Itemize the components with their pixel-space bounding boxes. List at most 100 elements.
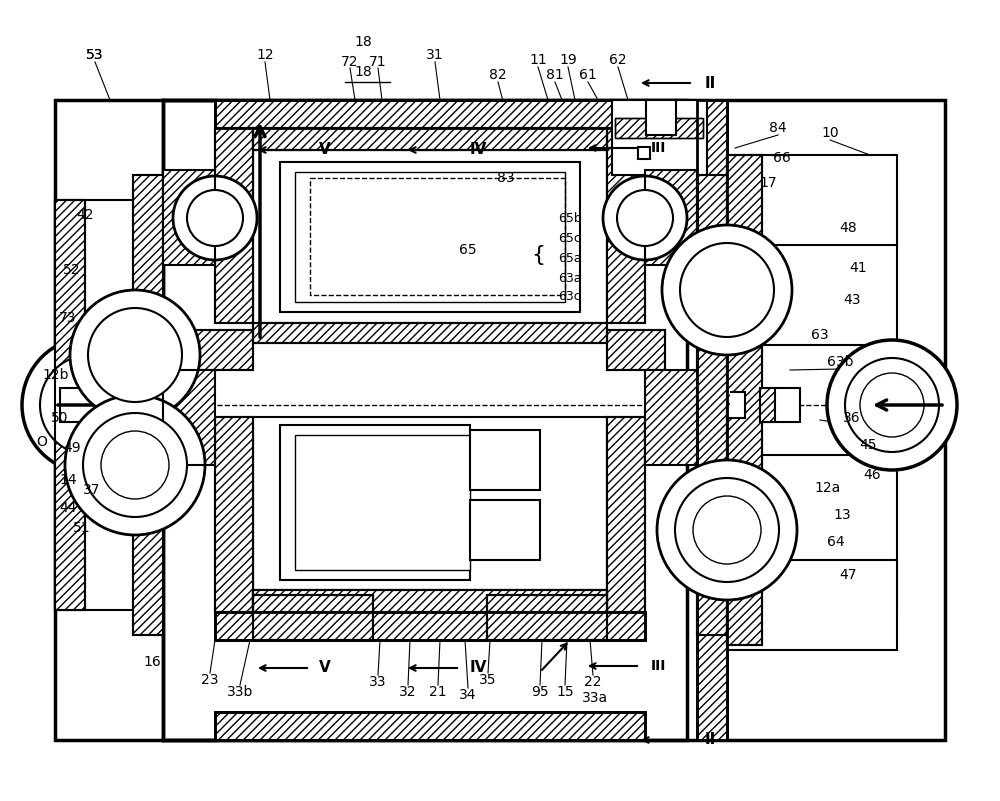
Text: 49: 49 bbox=[63, 441, 81, 455]
Bar bbox=[695, 370, 730, 405]
Text: 18: 18 bbox=[354, 35, 372, 49]
Bar bbox=[607, 128, 645, 323]
Text: II: II bbox=[704, 732, 716, 747]
Bar bbox=[727, 155, 762, 645]
Bar bbox=[253, 150, 607, 323]
Bar bbox=[215, 100, 645, 128]
Text: 48: 48 bbox=[839, 221, 857, 235]
Bar bbox=[55, 200, 85, 610]
Bar bbox=[612, 100, 707, 175]
Bar bbox=[163, 370, 215, 465]
Bar bbox=[760, 388, 775, 422]
Text: 66: 66 bbox=[773, 151, 791, 165]
Bar bbox=[215, 100, 645, 128]
Bar bbox=[727, 155, 897, 245]
Bar bbox=[60, 388, 135, 422]
Bar bbox=[697, 100, 727, 740]
Bar bbox=[295, 172, 565, 302]
Text: 81: 81 bbox=[546, 68, 564, 82]
Bar bbox=[487, 595, 607, 640]
Circle shape bbox=[65, 395, 205, 535]
Circle shape bbox=[101, 431, 169, 499]
Circle shape bbox=[860, 373, 924, 437]
Text: 46: 46 bbox=[863, 468, 881, 482]
Text: III: III bbox=[650, 141, 666, 155]
Text: 52: 52 bbox=[63, 263, 81, 277]
Text: 83: 83 bbox=[497, 171, 515, 185]
Bar bbox=[215, 712, 645, 740]
Bar bbox=[215, 128, 253, 323]
Bar bbox=[760, 388, 800, 422]
Text: 44: 44 bbox=[59, 501, 77, 515]
Circle shape bbox=[657, 460, 797, 600]
Text: 53: 53 bbox=[86, 48, 104, 62]
Bar bbox=[253, 595, 373, 640]
Text: 50: 50 bbox=[51, 411, 69, 425]
Text: 33: 33 bbox=[369, 675, 387, 689]
Bar bbox=[615, 118, 703, 138]
Text: 61: 61 bbox=[579, 68, 597, 82]
Bar bbox=[295, 435, 470, 570]
Bar bbox=[215, 417, 253, 612]
Bar bbox=[695, 250, 730, 330]
Text: 63c: 63c bbox=[558, 289, 581, 303]
Circle shape bbox=[617, 190, 673, 246]
Circle shape bbox=[22, 337, 158, 473]
Bar bbox=[727, 392, 745, 418]
Text: 65: 65 bbox=[459, 243, 477, 257]
Bar bbox=[607, 417, 645, 612]
Bar bbox=[253, 323, 607, 343]
Bar bbox=[253, 323, 607, 343]
Text: 65c: 65c bbox=[558, 231, 581, 244]
Text: 62: 62 bbox=[609, 53, 627, 67]
Text: 18: 18 bbox=[354, 65, 372, 79]
Bar bbox=[727, 200, 897, 345]
Text: 36: 36 bbox=[843, 411, 861, 425]
Circle shape bbox=[675, 478, 779, 582]
Bar bbox=[645, 370, 697, 465]
Bar bbox=[163, 370, 215, 465]
Text: 12a: 12a bbox=[815, 481, 841, 495]
Text: 64: 64 bbox=[827, 535, 845, 549]
Text: 45: 45 bbox=[859, 438, 877, 452]
Bar bbox=[645, 370, 697, 465]
Circle shape bbox=[187, 190, 243, 246]
Circle shape bbox=[827, 340, 957, 470]
Circle shape bbox=[845, 358, 939, 452]
Bar bbox=[55, 200, 85, 610]
Text: 43: 43 bbox=[843, 293, 861, 307]
Bar bbox=[607, 330, 665, 370]
Text: IV: IV bbox=[469, 661, 487, 675]
Circle shape bbox=[173, 176, 257, 260]
Bar bbox=[215, 128, 253, 323]
Bar bbox=[55, 200, 135, 610]
Text: 41: 41 bbox=[849, 261, 867, 275]
Text: {: { bbox=[531, 245, 545, 265]
Text: 14: 14 bbox=[59, 473, 77, 487]
Bar bbox=[645, 170, 697, 265]
Text: 84: 84 bbox=[769, 121, 787, 135]
Bar bbox=[195, 330, 253, 370]
Bar bbox=[645, 170, 697, 265]
Text: 34: 34 bbox=[459, 688, 477, 702]
Bar bbox=[607, 330, 665, 370]
Text: V: V bbox=[319, 661, 331, 675]
Text: 16: 16 bbox=[143, 655, 161, 669]
Bar bbox=[163, 100, 687, 740]
Bar bbox=[646, 100, 676, 135]
Bar bbox=[253, 590, 607, 612]
Text: 65a: 65a bbox=[558, 252, 582, 264]
Circle shape bbox=[680, 243, 774, 337]
Text: 53: 53 bbox=[86, 48, 104, 62]
Bar bbox=[163, 170, 215, 265]
Text: 15: 15 bbox=[556, 685, 574, 699]
Text: 51: 51 bbox=[73, 521, 91, 535]
Bar bbox=[163, 170, 215, 265]
Bar bbox=[638, 147, 650, 159]
Bar bbox=[487, 595, 607, 640]
Text: 33a: 33a bbox=[582, 691, 608, 705]
Text: 11: 11 bbox=[529, 53, 547, 67]
Circle shape bbox=[662, 225, 792, 355]
Bar bbox=[727, 560, 897, 650]
Bar bbox=[607, 128, 645, 323]
